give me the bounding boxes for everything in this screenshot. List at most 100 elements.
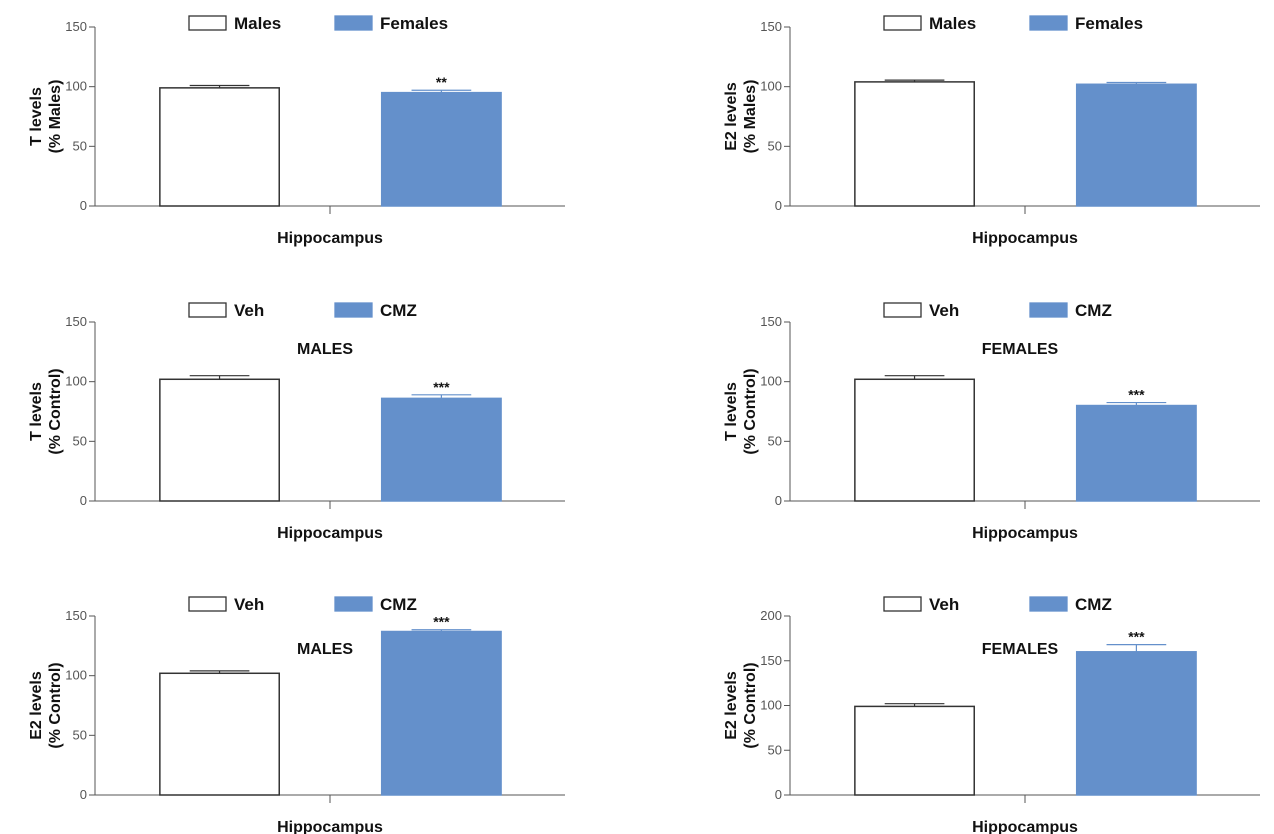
- legend-swatch-cmz: [334, 302, 373, 318]
- y-tick-label: 50: [73, 727, 87, 742]
- significance-marker: ***: [1128, 629, 1145, 645]
- bar-cmz: [380, 630, 502, 796]
- y-tick-label: 100: [760, 698, 782, 713]
- legend-label-females: Females: [380, 14, 448, 33]
- bar-veh: [854, 378, 975, 502]
- significance-marker: ***: [1128, 387, 1145, 403]
- legend-label-veh: Veh: [929, 595, 959, 614]
- legend-swatch-females: [1029, 15, 1068, 31]
- legend-label-cmz: CMZ: [380, 595, 417, 614]
- y-tick-label: 150: [760, 653, 782, 668]
- legend-label-cmz: CMZ: [1075, 595, 1112, 614]
- y-axis-title: T levels (% Males): [28, 80, 64, 154]
- y-axis-title: T levels (% Control): [723, 368, 759, 454]
- legend-label-cmz: CMZ: [1075, 301, 1112, 320]
- y-tick-label: 50: [768, 433, 782, 448]
- bar-males: [159, 87, 280, 207]
- y-axis-title: E2 levels (% Control): [723, 662, 759, 748]
- legend-label-females: Females: [1075, 14, 1143, 33]
- legend-label-males: Males: [929, 14, 976, 33]
- y-axis-title-line: (% Males): [742, 80, 759, 154]
- y-tick-label: 150: [65, 608, 87, 623]
- bar-females: [380, 91, 502, 207]
- panel-title: MALES: [297, 641, 353, 658]
- chart-panel-4: 0 50 100 150 T levels (% Control) Hippocampus *…: [723, 301, 1260, 542]
- legend-swatch-cmz: [334, 596, 373, 612]
- y-tick-label: 0: [775, 787, 782, 802]
- y-axis-title-line: (% Males): [47, 80, 64, 154]
- y-axis-title: E2 levels (% Males): [723, 80, 759, 154]
- y-axis-title-line: (% Control): [47, 662, 64, 748]
- y-tick-label: 0: [775, 198, 782, 213]
- x-axis-label: Hippocampus: [972, 230, 1078, 247]
- x-axis-label: Hippocampus: [972, 819, 1078, 834]
- y-axis-title-line: T levels: [28, 87, 45, 146]
- y-tick-label: 150: [760, 314, 782, 329]
- chart-panel-6: 0 50 100 150 200 E2 levels (% Control) Hippocam…: [723, 595, 1260, 834]
- legend-swatch-veh: [188, 302, 227, 318]
- significance-marker: **: [436, 74, 447, 90]
- y-axis-title-line: E2 levels: [723, 671, 740, 740]
- y-axis-title-line: E2 levels: [723, 82, 740, 151]
- legend-swatch-veh: [188, 596, 227, 612]
- y-tick-label: 50: [73, 138, 87, 153]
- y-tick-label: 0: [80, 787, 87, 802]
- y-axis-title-line: E2 levels: [28, 671, 45, 740]
- bar-veh: [159, 672, 280, 796]
- legend-swatch-veh: [883, 302, 922, 318]
- legend-label-veh: Veh: [929, 301, 959, 320]
- significance-marker: ***: [433, 614, 450, 630]
- y-axis-title-line: (% Control): [742, 368, 759, 454]
- y-tick-label: 100: [65, 668, 87, 683]
- y-tick-label: 150: [760, 19, 782, 34]
- legend-label-veh: Veh: [234, 301, 264, 320]
- y-axis-title: T levels (% Control): [28, 368, 64, 454]
- bar-veh: [159, 378, 280, 502]
- y-tick-label: 150: [65, 314, 87, 329]
- y-tick-label: 100: [760, 374, 782, 389]
- panel-title: MALES: [297, 341, 353, 358]
- y-tick-label: 150: [65, 19, 87, 34]
- bar-cmz: [1075, 404, 1197, 502]
- legend-label-veh: Veh: [234, 595, 264, 614]
- y-tick-label: 100: [760, 79, 782, 94]
- y-tick-label: 50: [768, 138, 782, 153]
- legend-swatch-females: [334, 15, 373, 31]
- x-axis-label: Hippocampus: [277, 525, 383, 542]
- chart-panel-3: 0 50 100 150 T levels (% Control) Hippocampus *…: [28, 301, 565, 542]
- y-axis-title-line: T levels: [28, 382, 45, 441]
- y-axis-title-line: (% Control): [47, 368, 64, 454]
- chart-panel-1: 0 50 100 150 T levels (% Males) Hippocampus ** M…: [28, 14, 565, 247]
- bar-veh: [854, 705, 975, 796]
- y-axis-title: E2 levels (% Control): [28, 662, 64, 748]
- y-tick-label: 50: [73, 433, 87, 448]
- y-axis-title-line: (% Control): [742, 662, 759, 748]
- legend-swatch-cmz: [1029, 596, 1068, 612]
- panel-title: FEMALES: [982, 341, 1059, 358]
- panel-title: FEMALES: [982, 641, 1059, 658]
- legend-label-cmz: CMZ: [380, 301, 417, 320]
- legend-swatch-males: [883, 15, 922, 31]
- x-axis-label: Hippocampus: [972, 525, 1078, 542]
- legend-swatch-veh: [883, 596, 922, 612]
- legend-swatch-cmz: [1029, 302, 1068, 318]
- x-axis-label: Hippocampus: [277, 819, 383, 834]
- y-tick-label: 100: [65, 79, 87, 94]
- legend-label-males: Males: [234, 14, 281, 33]
- bar-cmz: [380, 397, 502, 502]
- y-tick-label: 0: [80, 493, 87, 508]
- y-tick-label: 0: [80, 198, 87, 213]
- bar-males: [854, 81, 975, 207]
- legend-swatch-males: [188, 15, 227, 31]
- chart-panel-2: 0 50 100 150 E2 levels (% Males) Hippocampus Ma…: [723, 14, 1260, 247]
- y-tick-label: 100: [65, 374, 87, 389]
- y-tick-label: 0: [775, 493, 782, 508]
- y-tick-label: 50: [768, 742, 782, 757]
- y-axis-title-line: T levels: [723, 382, 740, 441]
- y-tick-label: 200: [760, 608, 782, 623]
- chart-panel-5: 0 50 100 150 E2 levels (% Control) Hippocampus…: [28, 595, 565, 834]
- significance-marker: ***: [433, 379, 450, 395]
- bar-cmz: [1075, 651, 1197, 796]
- x-axis-label: Hippocampus: [277, 230, 383, 247]
